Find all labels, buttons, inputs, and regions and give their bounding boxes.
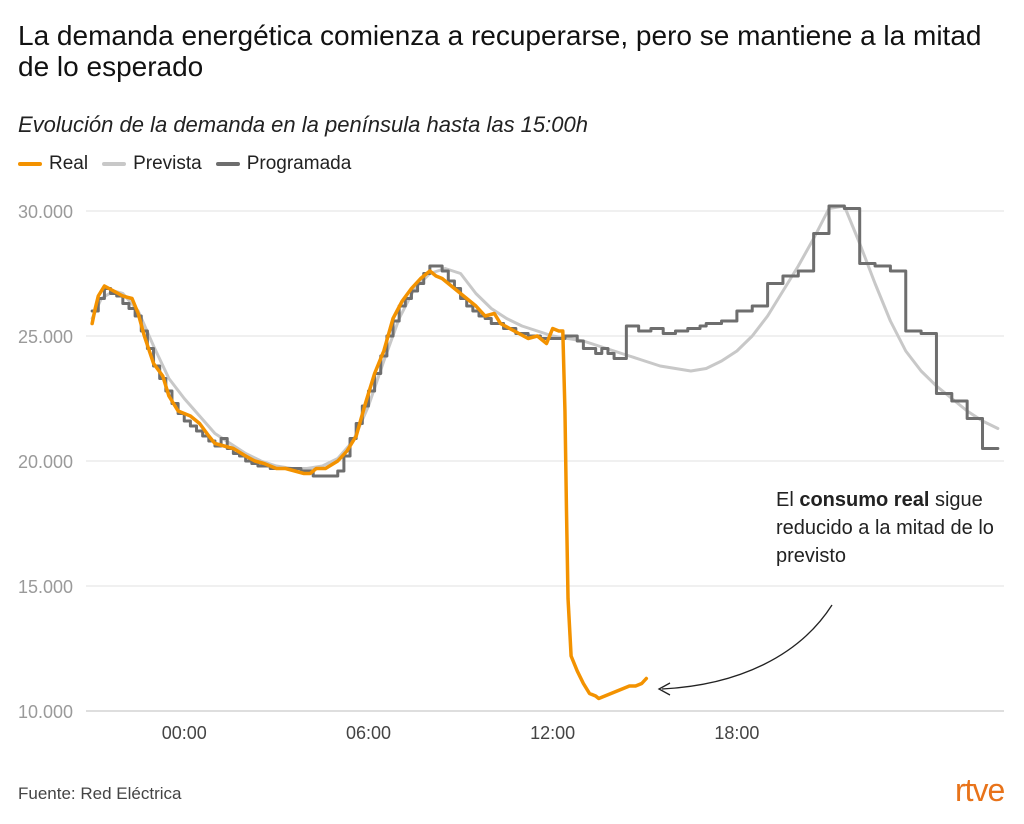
annotation-pre: El [776, 489, 800, 511]
series-line-real [90, 269, 649, 701]
chart-subtitle: Evolución de la demanda en la península … [18, 112, 588, 137]
y-tick-label: 25.000 [18, 327, 73, 347]
x-axis-ticks: 00:00 06:00 12:00 18:00 [162, 723, 760, 743]
annotation-arrowhead [657, 682, 671, 696]
annotation-arrow [661, 604, 833, 690]
x-tick-label: 00:00 [162, 723, 207, 743]
rtve-logo: rtve [955, 772, 1005, 808]
source-note: Fuente: Red Eléctrica [18, 784, 182, 803]
annotation-post: sigue reducido a la mitad de lo previsto [776, 489, 994, 567]
legend-swatch-prevista [102, 162, 127, 166]
legend-label-real: Real [49, 153, 89, 174]
annotation-text: El consumo real sigue reducido a la mita… [776, 486, 1006, 570]
chart-legend: Real Prevista Programada [18, 153, 365, 175]
legend-item-programada: Programada [215, 153, 352, 175]
y-tick-label: 20.000 [18, 452, 73, 472]
y-tick-label: 10.000 [18, 702, 73, 722]
legend-label-programada: Programada [246, 153, 352, 174]
y-tick-label: 15.000 [18, 577, 73, 597]
y-axis-ticks: 10.000 15.000 20.000 25.000 30.000 [18, 202, 73, 722]
legend-item-real: Real [18, 153, 88, 175]
x-tick-label: 12:00 [530, 723, 575, 743]
y-tick-label: 30.000 [18, 202, 73, 222]
x-tick-label: 06:00 [346, 723, 391, 743]
grid-lines [86, 210, 1004, 712]
legend-swatch-programada [215, 162, 240, 166]
legend-item-prevista: Prevista [102, 153, 202, 175]
chart-title: La demanda energética comienza a recuper… [18, 20, 982, 82]
x-tick-label: 18:00 [714, 723, 759, 743]
series-lines [90, 204, 1000, 701]
legend-label-prevista: Prevista [133, 153, 202, 174]
legend-swatch-real [18, 162, 42, 166]
annotation-bold: consumo real [799, 489, 930, 511]
